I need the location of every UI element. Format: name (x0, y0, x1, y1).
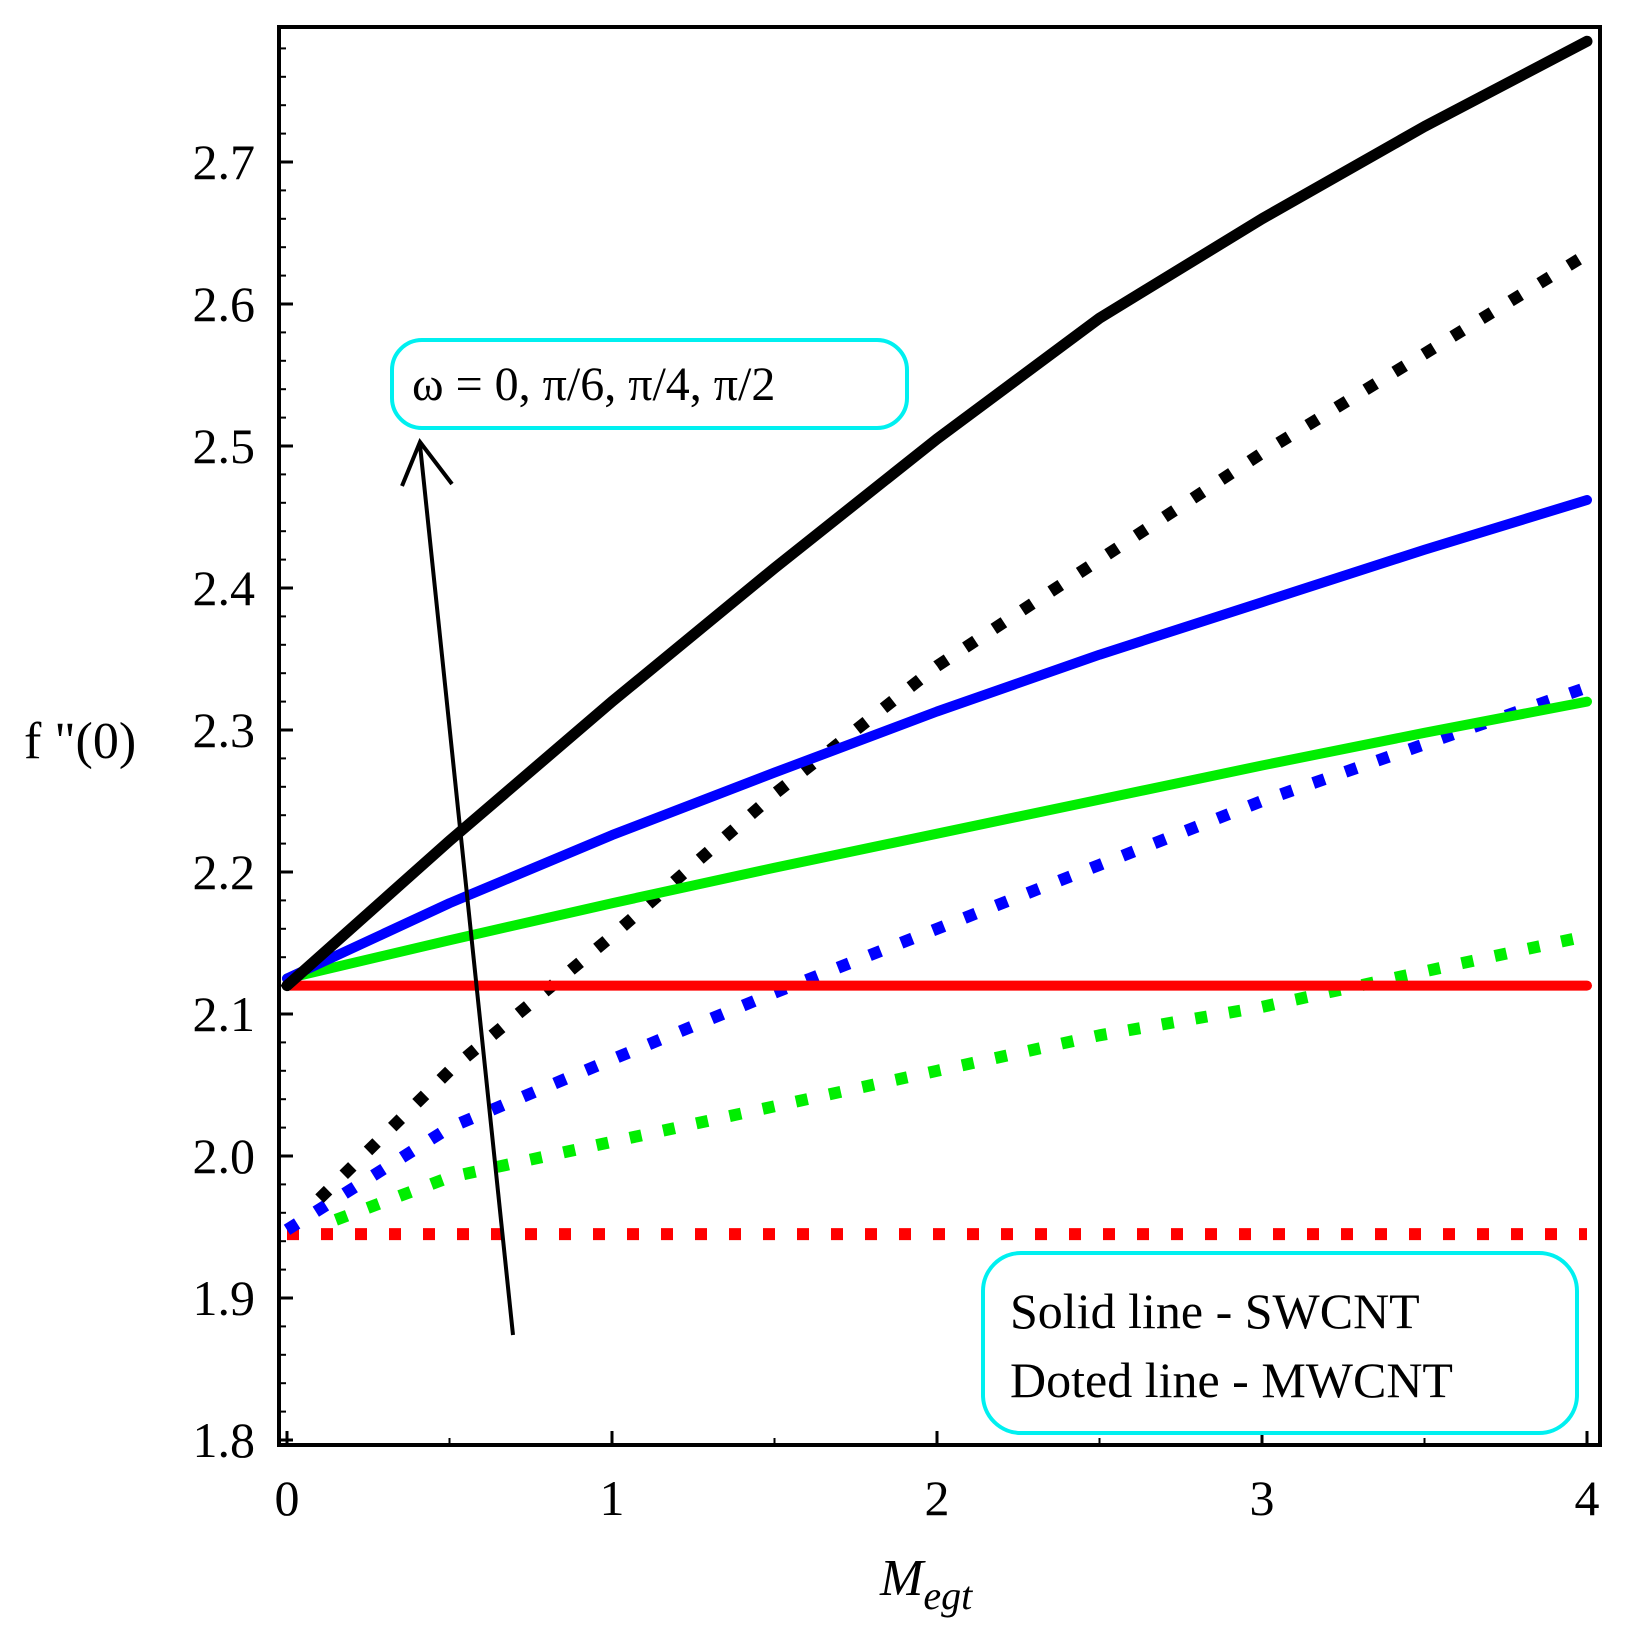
y-axis-label: f "(0) (24, 713, 136, 770)
omega-arrow (400, 438, 515, 1336)
arrow-head (400, 438, 454, 487)
legend-box (981, 1251, 1579, 1435)
series-line-solid-2 (282, 495, 1592, 984)
series-line-dotted-5 (333, 930, 1589, 1226)
x-axis-label-main: M (879, 1550, 926, 1607)
legend-dotted-line: Doted line - MWCNT (1010, 1352, 1453, 1408)
arrow-shaft (418, 444, 515, 1336)
legend-solid-line: Solid line - SWCNT (1010, 1283, 1420, 1339)
x-tick-label: 1 (600, 1470, 625, 1526)
series-line-solid-3 (281, 35, 1593, 992)
y-tick-label: 2.2 (193, 844, 256, 900)
omega-annotation: ω = 0, π/6, π/4, π/2 (390, 338, 909, 430)
series-layer (281, 35, 1593, 1241)
y-tick-label: 1.8 (193, 1412, 256, 1468)
y-tick-label: 2.0 (193, 1128, 256, 1184)
y-tick-label: 2.7 (193, 134, 256, 190)
y-tick-label: 2.4 (193, 560, 256, 616)
x-axis-label-sub: egt (923, 1573, 973, 1618)
legend: Solid line - SWCNT Doted line - MWCNT (981, 1251, 1579, 1435)
series-line-solid-1 (282, 696, 1592, 984)
omega-annotation-box (390, 338, 909, 430)
y-tick-label: 1.9 (193, 1270, 256, 1326)
tick-labels: 1.8 1.9 2.0 2.1 2.2 2.3 2.4 2.5 2.6 2.7 0 1 2 3 4 (193, 134, 1600, 1526)
y-tick-label: 2.5 (193, 418, 256, 474)
series-line-dotted-7 (315, 249, 1591, 1203)
y-tick-label: 2.3 (193, 702, 256, 758)
series-line-dotted-6 (283, 681, 1589, 1235)
y-tick-label: 2.1 (193, 986, 256, 1042)
major-ticks (279, 160, 1589, 1445)
x-axis-label: Megt (879, 1550, 973, 1618)
plot-frame (277, 25, 1602, 1447)
x-tick-label: 3 (1250, 1470, 1275, 1526)
y-tick-label: 2.6 (193, 276, 256, 332)
x-tick-label: 2 (925, 1470, 950, 1526)
x-tick-label: 4 (1575, 1470, 1600, 1526)
x-tick-label: 0 (275, 1470, 300, 1526)
omega-annotation-text: ω = 0, π/6, π/4, π/2 (412, 358, 775, 411)
